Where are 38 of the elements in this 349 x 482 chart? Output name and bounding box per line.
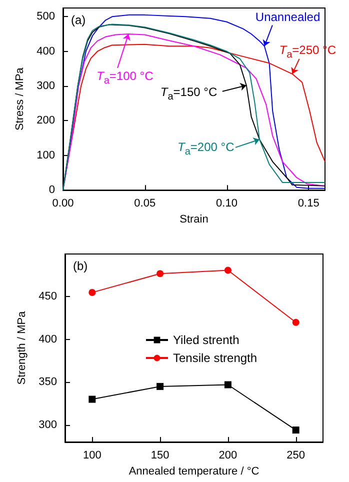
point xyxy=(224,381,232,388)
y-tick-label: 300 xyxy=(36,80,55,92)
y-tick-label: 0 xyxy=(48,184,55,196)
x-tick-label: 100 xyxy=(82,450,102,462)
x-tick-label: 150 xyxy=(150,450,170,462)
y-axis-title: Stress / MPa xyxy=(14,66,26,131)
y-tick-label: 300 xyxy=(38,418,57,431)
point xyxy=(156,382,164,390)
annotation: Unannealed xyxy=(255,9,320,26)
y-tick-label: 350 xyxy=(38,376,57,388)
point xyxy=(88,396,96,403)
y-axis-title: Strength / MPa xyxy=(16,310,28,385)
x-tick-label: 0.00 xyxy=(52,198,74,210)
point xyxy=(292,318,300,326)
legend-label: Tensile strength xyxy=(173,351,258,365)
x-axis-title: Strain xyxy=(180,214,208,226)
y-tick-label: 200 xyxy=(36,114,55,127)
point xyxy=(88,288,96,296)
point xyxy=(156,270,164,278)
annotation: (b) xyxy=(73,259,88,273)
x-tick-label: 0.10 xyxy=(216,198,238,210)
point xyxy=(292,426,300,434)
x-tick-label: 0.15 xyxy=(298,198,320,210)
legend-label: Yiled strenth xyxy=(173,333,240,347)
annotation: (a) xyxy=(71,13,86,27)
y-tick-label: 400 xyxy=(36,45,55,58)
y-tick-label: 400 xyxy=(38,333,57,346)
x-tick-label: 0.05 xyxy=(134,198,156,210)
annotation: T$_{a}$=100 °C xyxy=(96,68,154,88)
y-tick-label: 500 xyxy=(36,10,55,23)
y-tick-label: 100 xyxy=(36,149,55,162)
y-tick-label: 450 xyxy=(38,290,57,303)
annotation: T$_{a}$=150 °C xyxy=(160,84,218,105)
x-tick-label: 200 xyxy=(218,450,238,462)
x-tick-label: 250 xyxy=(286,450,306,462)
x-axis-title: Annealed temperature / °C xyxy=(128,465,260,478)
point xyxy=(224,266,232,274)
annotation: T$_{a}$=200 °C xyxy=(178,139,234,160)
